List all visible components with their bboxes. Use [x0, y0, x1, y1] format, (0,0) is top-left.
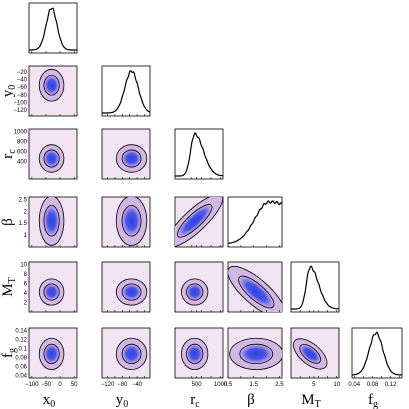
col-label-fg: fg: [368, 392, 378, 409]
col-tick-MT: 5: [312, 382, 316, 388]
panel-beta-beta: [227, 196, 283, 248]
panel-y0-y0: [101, 65, 151, 117]
row-label-rc: rc: [0, 149, 18, 159]
row-label-fg: fg: [0, 348, 18, 358]
row-tick-MT: 4: [24, 291, 28, 297]
row-tick-beta: 2.5: [19, 197, 28, 203]
row-tick-rc: 1000: [14, 130, 28, 136]
col-label-MT: MT: [301, 392, 320, 409]
row-label-beta: β: [0, 218, 16, 226]
col-tick-beta: 2.5: [275, 382, 284, 388]
col-tick-y0: −120: [101, 382, 115, 388]
panel-MT-beta: [227, 261, 283, 313]
col-tick-beta: 1.5: [250, 382, 259, 388]
col-label-y0: y0: [116, 392, 129, 409]
panel-beta-x0: [28, 196, 78, 248]
row-tick-fg: 0.14: [15, 328, 27, 334]
col-label-beta: β: [247, 392, 255, 408]
panel-rc-y0: [101, 128, 151, 180]
panel-rc-x0: [28, 128, 78, 180]
row-tick-beta: 2: [24, 209, 28, 215]
row-label-MT: MT: [0, 277, 18, 296]
panel-MT-y0: [101, 261, 151, 313]
row-tick-y0: −120: [13, 108, 27, 114]
col-tick-MT: 10: [333, 382, 340, 388]
marginal-curve-MT: [291, 265, 339, 310]
panel-MT-MT: [290, 261, 340, 313]
row-label-y0: y0: [0, 85, 18, 98]
marginal-curve-x0: [29, 7, 77, 51]
row-tick-rc: 800: [17, 140, 28, 146]
col-tick-y0: −80: [117, 382, 128, 388]
panel-x0-x0: [28, 2, 78, 54]
col-label-x0: x0: [43, 392, 56, 409]
panel-MT-rc: [174, 261, 224, 313]
col-tick-y0: −40: [132, 382, 143, 388]
col-label-rc: rc: [190, 392, 200, 409]
row-tick-fg: 0.1: [19, 346, 28, 352]
panel-fg-y0: [101, 327, 151, 379]
col-tick-beta: 0.5: [224, 382, 233, 388]
row-tick-fg: 0.06: [15, 365, 27, 371]
row-tick-y0: −20: [17, 70, 28, 76]
col-tick-fg: 0.08: [367, 382, 379, 388]
panel-fg-rc: [174, 327, 224, 379]
axis-labels: −120−100−80−60−40−20y04006008001000rc11.…: [0, 70, 397, 409]
row-tick-MT: 10: [20, 262, 27, 268]
col-tick-fg: 0.12: [385, 382, 397, 388]
panel-rc-rc: [174, 128, 224, 180]
row-tick-fg: 0.08: [15, 356, 27, 362]
panel-fg-MT: [290, 327, 340, 379]
panel-fg-beta: [227, 327, 283, 379]
row-tick-fg: 0.12: [15, 337, 27, 343]
panel-fg-fg: [351, 327, 403, 379]
marginal-curve-beta: [227, 200, 283, 244]
marginal-curve-rc: [175, 131, 224, 177]
panel-MT-x0: [28, 261, 78, 313]
row-tick-y0: −60: [17, 85, 28, 91]
col-tick-x0: 0: [58, 382, 62, 388]
row-tick-y0: −100: [13, 101, 27, 107]
row-tick-MT: 2: [24, 300, 28, 306]
row-tick-beta: 1.5: [19, 221, 28, 227]
marginal-curve-fg: [352, 331, 402, 376]
row-tick-y0: −40: [17, 77, 28, 83]
col-tick-x0: −50: [41, 382, 52, 388]
marginal-curve-y0: [102, 70, 151, 114]
row-tick-rc: 600: [17, 150, 28, 156]
row-tick-MT: 8: [24, 272, 28, 278]
panel-grid: [28, 2, 403, 379]
panel-fg-x0: [28, 327, 78, 379]
col-tick-rc: 1000: [214, 382, 228, 388]
row-tick-rc: 400: [17, 160, 28, 166]
panel-y0-x0: [28, 65, 78, 117]
col-tick-x0: −100: [25, 382, 39, 388]
row-tick-MT: 6: [24, 281, 28, 287]
col-tick-rc: 500: [192, 382, 203, 388]
col-tick-fg: 0.04: [348, 382, 360, 388]
row-tick-y0: −80: [17, 93, 28, 99]
panel-beta-rc: [174, 196, 224, 248]
col-tick-x0: 50: [71, 382, 78, 388]
row-tick-fg: 0.04: [15, 374, 27, 380]
panel-beta-y0: [101, 196, 151, 248]
row-tick-beta: 1: [24, 233, 28, 239]
